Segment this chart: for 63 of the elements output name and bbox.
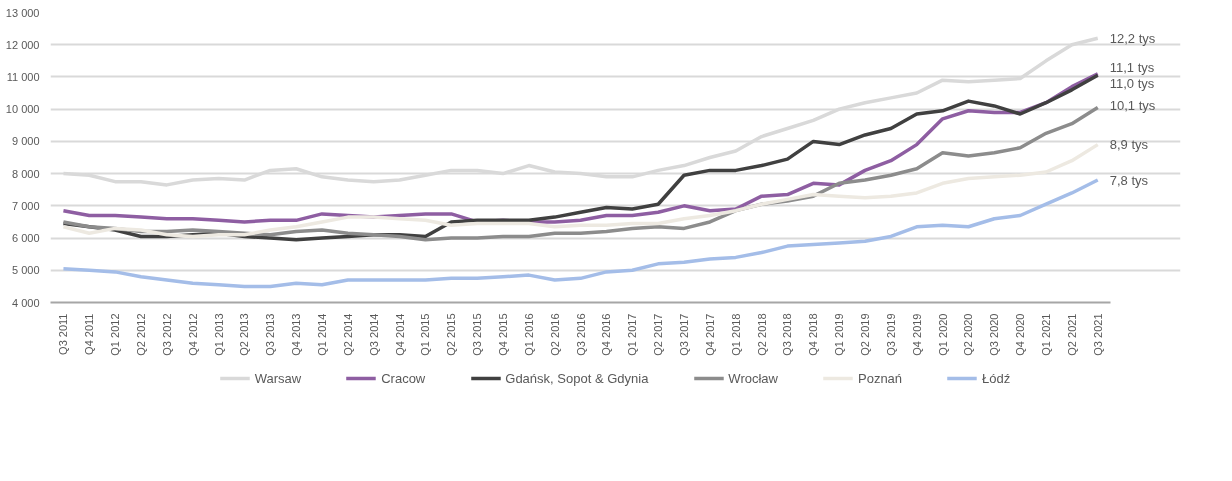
y-tick-label: 9 000: [11, 135, 40, 148]
x-tick-label: Q2 2012: [135, 313, 147, 356]
y-tick-label: 13 000: [5, 6, 40, 19]
x-tick-label: Q2 2014: [341, 313, 354, 356]
x-tick-label: Q4 2019: [910, 313, 923, 356]
x-tick-label: Q1 2014: [316, 313, 329, 356]
y-tick-label: 5 000: [11, 264, 40, 277]
x-tick-label: Q3 2016: [574, 313, 587, 356]
x-tick-label: Q1 2021: [1040, 313, 1053, 356]
x-tick-label: Q1 2016: [522, 313, 535, 356]
x-tick-label: Q1 2015: [419, 313, 432, 356]
x-tick-label: Q1 2018: [729, 313, 742, 356]
y-tick-label: 12 000: [5, 38, 40, 51]
y-tick-label: 4 000: [11, 296, 40, 309]
x-tick-label: Q4 2015: [497, 313, 510, 356]
x-tick-label: Q2 2013: [238, 313, 251, 356]
x-tick-label: Q2 2021: [1065, 313, 1078, 356]
legend-label: Warsaw: [254, 370, 302, 386]
legend-label: Łódź: [982, 370, 1011, 386]
x-tick-label: Q1 2020: [936, 313, 949, 356]
x-tick-label: Q3 2013: [264, 313, 277, 356]
y-tick-label: 6 000: [11, 232, 40, 245]
y-tick-label: 10 000: [5, 103, 40, 116]
x-tick-label: Q3 2018: [781, 313, 794, 356]
y-tick-label: 8 000: [11, 167, 40, 180]
x-tick-label: Q4 2020: [1014, 313, 1027, 356]
x-tick-label: Q2 2019: [859, 313, 872, 356]
x-tick-label: Q4 2014: [393, 313, 406, 356]
x-tick-label: Q1 2019: [833, 313, 846, 356]
annotation: 11,1 tys: [1109, 59, 1155, 75]
x-tick-label: Q3 2020: [988, 313, 1001, 356]
annotation: 8,9 tys: [1109, 137, 1149, 153]
x-tick-label: Q3 2012: [160, 313, 173, 356]
x-tick-label: Q3 2021: [1091, 313, 1104, 356]
x-tick-label: Q3 2019: [884, 313, 897, 356]
x-tick-label: Q2 2016: [548, 313, 561, 356]
x-tick-label: Q2 2020: [962, 313, 975, 356]
x-tick-label: Q2 2017: [652, 313, 665, 356]
x-tick-label: Q2 2015: [445, 313, 458, 356]
x-tick-label: Q4 2012: [186, 313, 199, 356]
legend-label: Cracow: [381, 370, 426, 386]
annotation: 10,1 tys: [1109, 98, 1156, 114]
annotation: 7,8 tys: [1109, 172, 1149, 188]
legend-label: Gdańsk, Sopot & Gdynia: [505, 370, 649, 386]
legend-label: Poznań: [857, 370, 903, 386]
annotation: 11,0 tys: [1109, 75, 1155, 91]
x-tick-label: Q3 2014: [367, 313, 380, 356]
annotation: 12,2 tys: [1109, 30, 1156, 46]
x-tick-label: Q4 2013: [290, 313, 303, 356]
y-tick-label: 7 000: [11, 199, 40, 212]
x-tick-label: Q4 2018: [807, 313, 820, 356]
x-tick-label: Q3 2011: [57, 313, 70, 355]
legend-label: Wrocław: [728, 370, 778, 386]
x-tick-label: Q3 2017: [678, 313, 691, 356]
x-tick-label: Q4 2011: [83, 313, 96, 355]
x-tick-label: Q3 2015: [471, 313, 484, 356]
x-tick-label: Q1 2017: [626, 313, 639, 356]
y-tick-label: 11 000: [6, 70, 40, 83]
x-tick-label: Q2 2018: [755, 313, 768, 356]
x-tick-label: Q4 2017: [703, 313, 716, 356]
x-tick-label: Q1 2013: [212, 313, 225, 356]
x-tick-label: Q1 2012: [109, 313, 122, 356]
x-tick-label: Q4 2016: [600, 313, 613, 356]
